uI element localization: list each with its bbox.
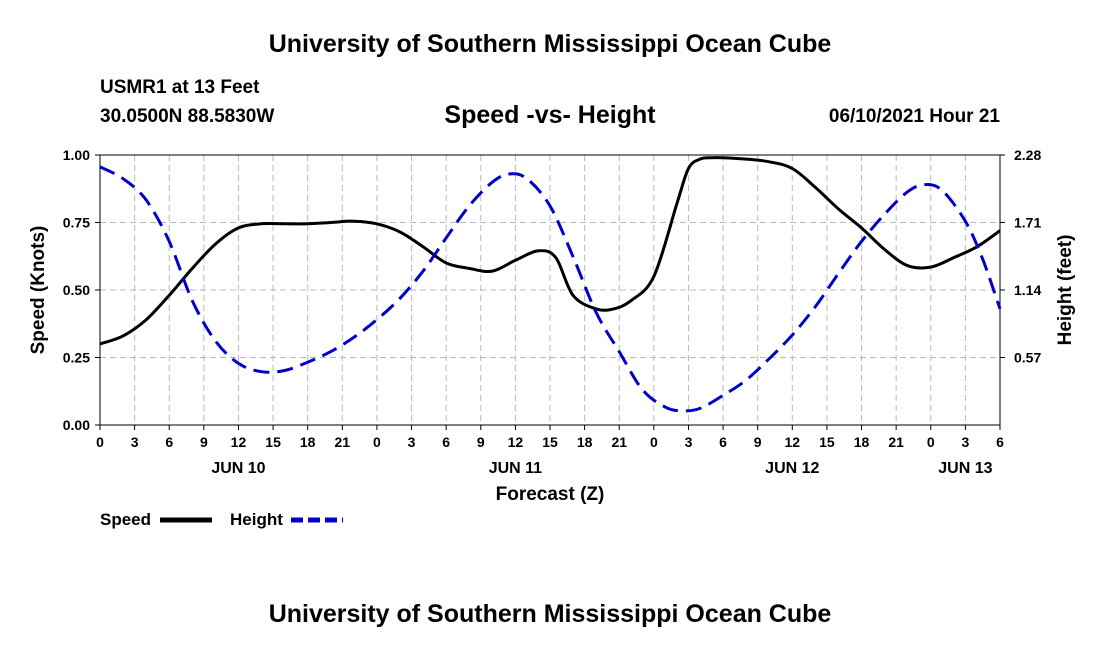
date-label: JUN 10 bbox=[211, 460, 265, 477]
x-axis-label: Forecast (Z) bbox=[496, 484, 605, 505]
date-label: JUN 12 bbox=[765, 460, 819, 477]
x-tick-label: 21 bbox=[611, 434, 627, 450]
x-tick-label: 0 bbox=[96, 434, 104, 450]
y-right-tick-label: 0.57 bbox=[1014, 350, 1041, 366]
x-tick-label: 6 bbox=[442, 434, 450, 450]
y-left-tick-label: 0.75 bbox=[63, 215, 90, 231]
speed-series-line bbox=[99, 156, 1001, 346]
y-axis-right-label: Height (feet) bbox=[1055, 235, 1076, 346]
y-right-tick-label: 1.71 bbox=[1014, 215, 1041, 231]
date-label: JUN 13 bbox=[938, 460, 992, 477]
x-tick-label: 6 bbox=[996, 434, 1004, 450]
series bbox=[99, 156, 1002, 413]
x-tick-label: 3 bbox=[961, 434, 969, 450]
x-tick-label: 0 bbox=[650, 434, 658, 450]
x-tick-label: 12 bbox=[508, 434, 524, 450]
station-label: USMR1 at 13 Feet bbox=[100, 77, 260, 98]
y-left-tick-label: 0.25 bbox=[63, 350, 90, 366]
x-tick-label: 3 bbox=[131, 434, 139, 450]
x-tick-label: 15 bbox=[819, 434, 835, 450]
y-left-tick-label: 1.00 bbox=[63, 147, 90, 163]
legend-speed-label: Speed bbox=[100, 510, 151, 529]
legend-height-label: Height bbox=[230, 510, 283, 529]
y-left-tick-label: 0.50 bbox=[63, 282, 90, 298]
legend: Speed Height bbox=[100, 510, 343, 529]
x-tick-label: 9 bbox=[754, 434, 762, 450]
x-tick-label: 21 bbox=[335, 434, 351, 450]
x-tick-label: 3 bbox=[685, 434, 693, 450]
x-tick-label: 15 bbox=[265, 434, 281, 450]
y-left-tick-label: 0.00 bbox=[63, 417, 90, 433]
x-tick-label: 12 bbox=[785, 434, 801, 450]
x-tick-label: 9 bbox=[200, 434, 208, 450]
x-tick-label: 15 bbox=[542, 434, 558, 450]
x-tick-label: 6 bbox=[165, 434, 173, 450]
x-tick-label: 18 bbox=[577, 434, 593, 450]
y-axis-left-label: Speed (Knots) bbox=[28, 226, 49, 355]
y-right-tick-label: 2.28 bbox=[1014, 147, 1041, 163]
station-coordinates: 30.0500N 88.5830W bbox=[100, 106, 275, 127]
y-right-tick-label: 1.14 bbox=[1014, 282, 1041, 298]
date-label: JUN 11 bbox=[489, 460, 542, 477]
page-title: University of Southern Mississippi Ocean… bbox=[268, 30, 832, 58]
footer-title: University of Southern Mississippi Ocean… bbox=[268, 600, 832, 628]
x-tick-label: 6 bbox=[719, 434, 727, 450]
grid bbox=[100, 155, 1000, 425]
x-tick-label: 21 bbox=[888, 434, 904, 450]
x-tick-label: 3 bbox=[408, 434, 416, 450]
x-tick-label: 18 bbox=[854, 434, 870, 450]
height-series-line bbox=[99, 165, 1002, 413]
chart-subtitle: Speed -vs- Height bbox=[444, 101, 656, 129]
x-tick-label: 0 bbox=[927, 434, 935, 450]
axes: 0 3 6 9 12 15 18 21 0 3 6 9 12 15 18 21 0 3 6 9 12 15 18 21 0 3 6 0… bbox=[63, 147, 1042, 477]
x-tick-label: 18 bbox=[300, 434, 316, 450]
x-tick-label: 0 bbox=[373, 434, 381, 450]
x-tick-label: 12 bbox=[231, 434, 247, 450]
x-tick-label: 9 bbox=[477, 434, 485, 450]
forecast-datetime: 06/10/2021 Hour 21 bbox=[828, 106, 1000, 127]
